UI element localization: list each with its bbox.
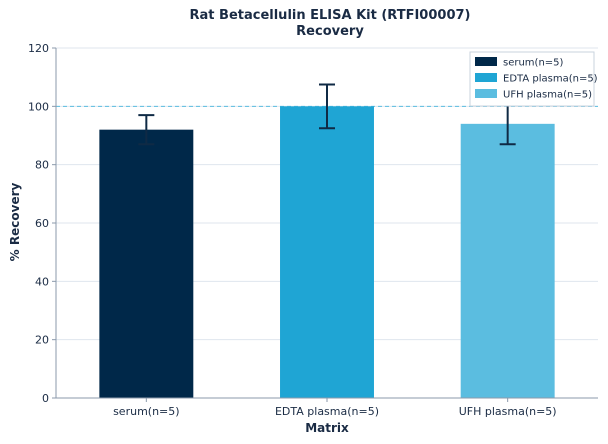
x-tick-label: EDTA plasma(n=5)	[275, 405, 379, 418]
legend-swatch-1	[475, 57, 497, 66]
legend: serum(n=5) EDTA plasma(n=5) UFH plasma(n=5…	[469, 51, 598, 107]
error-bar-1	[138, 114, 155, 146]
legend-label-1: serum(n=5)	[503, 58, 564, 69]
y-tick-label: 80	[35, 159, 49, 172]
y-tick-label: 20	[35, 334, 49, 347]
chart-subtitle: Recovery	[296, 24, 364, 39]
x-tick-label: UFH plasma(n=5)	[459, 405, 557, 418]
y-axis-label: % Recovery	[8, 183, 22, 262]
bar-1	[99, 129, 194, 398]
legend-swatch-2	[475, 73, 497, 82]
y-tick-label: 120	[28, 42, 49, 55]
legend-swatch-3	[475, 89, 497, 98]
bar-3	[460, 123, 555, 398]
y-tick-label: 100	[28, 100, 49, 113]
bars	[99, 106, 555, 398]
x-tick-labels: serum(n=5) EDTA plasma(n=5) UFH plasma(n=5…	[113, 398, 557, 418]
y-tick-labels: 0 20 40 60 80 100 120	[28, 42, 56, 405]
x-tick-label: serum(n=5)	[113, 405, 179, 418]
bar-2	[280, 106, 374, 398]
chart-title: Rat Betacellulin ELISA Kit (RTFI00007)	[190, 8, 471, 23]
legend-label-3: UFH plasma(n=5)	[503, 90, 592, 101]
x-axis-label: Matrix	[305, 421, 349, 435]
error-bar-2	[319, 83, 335, 130]
legend-label-2: EDTA plasma(n=5)	[503, 74, 598, 85]
y-tick-label: 0	[42, 392, 49, 405]
y-tick-label: 60	[35, 217, 49, 230]
y-tick-label: 40	[35, 275, 49, 288]
